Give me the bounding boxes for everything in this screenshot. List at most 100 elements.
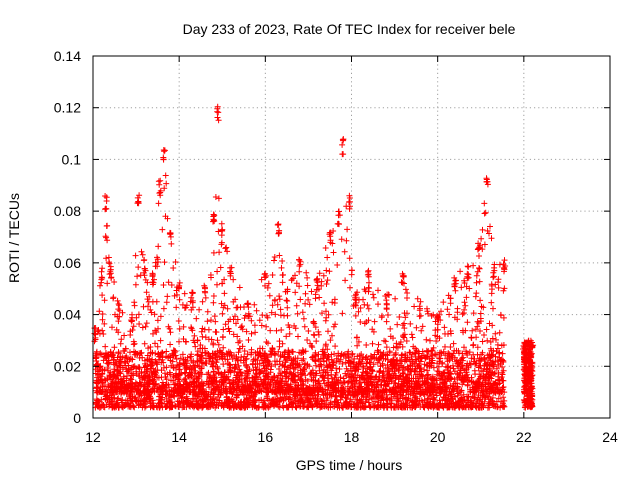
- data-point: [369, 368, 376, 375]
- data-point: [136, 365, 143, 372]
- data-point: [471, 395, 478, 402]
- data-point: [320, 366, 327, 373]
- data-point: [210, 354, 216, 361]
- data-point: [457, 268, 464, 275]
- data-point: [229, 377, 236, 384]
- data-point: [218, 232, 225, 239]
- data-point: [138, 248, 145, 255]
- data-point: [342, 277, 349, 284]
- data-point: [161, 148, 168, 155]
- x-tick-label: 16: [258, 429, 274, 445]
- data-point: [473, 272, 480, 279]
- data-point: [131, 302, 138, 309]
- data-point: [496, 261, 503, 268]
- data-point: [130, 323, 137, 330]
- data-point: [486, 404, 493, 411]
- data-point: [176, 338, 182, 345]
- data-point: [173, 304, 180, 311]
- data-point: [190, 359, 197, 366]
- data-point: [343, 403, 350, 409]
- data-point: [161, 400, 168, 407]
- data-point: [150, 365, 157, 372]
- data-point: [385, 291, 392, 298]
- data-point: [447, 344, 454, 350]
- data-point: [211, 313, 218, 320]
- data-point: [213, 402, 220, 409]
- data-point: [129, 364, 136, 371]
- data-point: [379, 372, 386, 379]
- data-point: [423, 336, 430, 343]
- data-point: [251, 399, 258, 406]
- data-point: [423, 347, 430, 354]
- data-point: [267, 327, 274, 334]
- data-point: [375, 399, 382, 406]
- data-point: [139, 404, 146, 411]
- data-point: [191, 332, 198, 339]
- data-point: [95, 371, 102, 378]
- data-point: [430, 403, 437, 410]
- data-point: [210, 340, 217, 347]
- data-point: [473, 360, 479, 367]
- data-point: [328, 351, 335, 358]
- data-point: [99, 327, 106, 334]
- data-point: [304, 282, 311, 289]
- data-point: [298, 392, 304, 399]
- data-point: [150, 404, 157, 411]
- data-point: [302, 300, 309, 307]
- data-point: [127, 375, 134, 382]
- data-point: [317, 361, 324, 368]
- data-point: [160, 359, 167, 366]
- data-point: [338, 236, 345, 243]
- data-point: [232, 313, 238, 320]
- data-point: [349, 350, 356, 357]
- data-point: [181, 369, 188, 376]
- data-point: [262, 402, 269, 409]
- data-point: [461, 299, 468, 306]
- data-point: [452, 287, 459, 294]
- data-point: [245, 402, 252, 409]
- data-point: [135, 311, 142, 318]
- data-point: [242, 404, 249, 411]
- data-point: [240, 399, 247, 406]
- data-point: [163, 381, 170, 388]
- data-point: [143, 394, 150, 401]
- data-points: [91, 103, 537, 411]
- data-point: [458, 284, 465, 291]
- data-point: [200, 398, 207, 405]
- data-point: [411, 303, 418, 310]
- data-point: [179, 394, 186, 401]
- data-point: [293, 302, 300, 309]
- data-point: [383, 318, 390, 325]
- data-point: [272, 296, 278, 303]
- data-point: [417, 312, 424, 319]
- data-point: [465, 263, 472, 270]
- data-point: [181, 290, 188, 297]
- data-point: [96, 308, 103, 315]
- data-point: [159, 356, 166, 363]
- data-point: [148, 309, 155, 316]
- data-point: [252, 329, 259, 336]
- data-point: [239, 323, 245, 330]
- data-point: [168, 282, 175, 288]
- data-point: [300, 315, 307, 322]
- data-point: [341, 248, 348, 255]
- data-point: [276, 227, 283, 234]
- data-point: [304, 337, 311, 343]
- data-point: [343, 395, 350, 402]
- data-point: [326, 268, 333, 275]
- data-point: [293, 280, 300, 287]
- data-point: [501, 265, 507, 272]
- data-point: [308, 376, 315, 383]
- data-point: [440, 299, 447, 306]
- data-point: [221, 290, 228, 297]
- data-point: [224, 396, 231, 403]
- data-point: [108, 275, 115, 281]
- data-point: [287, 364, 294, 371]
- data-point: [133, 365, 140, 372]
- data-point: [157, 353, 164, 360]
- data-point: [156, 393, 163, 400]
- data-point: [175, 376, 182, 383]
- data-point: [417, 298, 424, 305]
- data-point: [478, 404, 485, 411]
- data-point: [109, 324, 115, 331]
